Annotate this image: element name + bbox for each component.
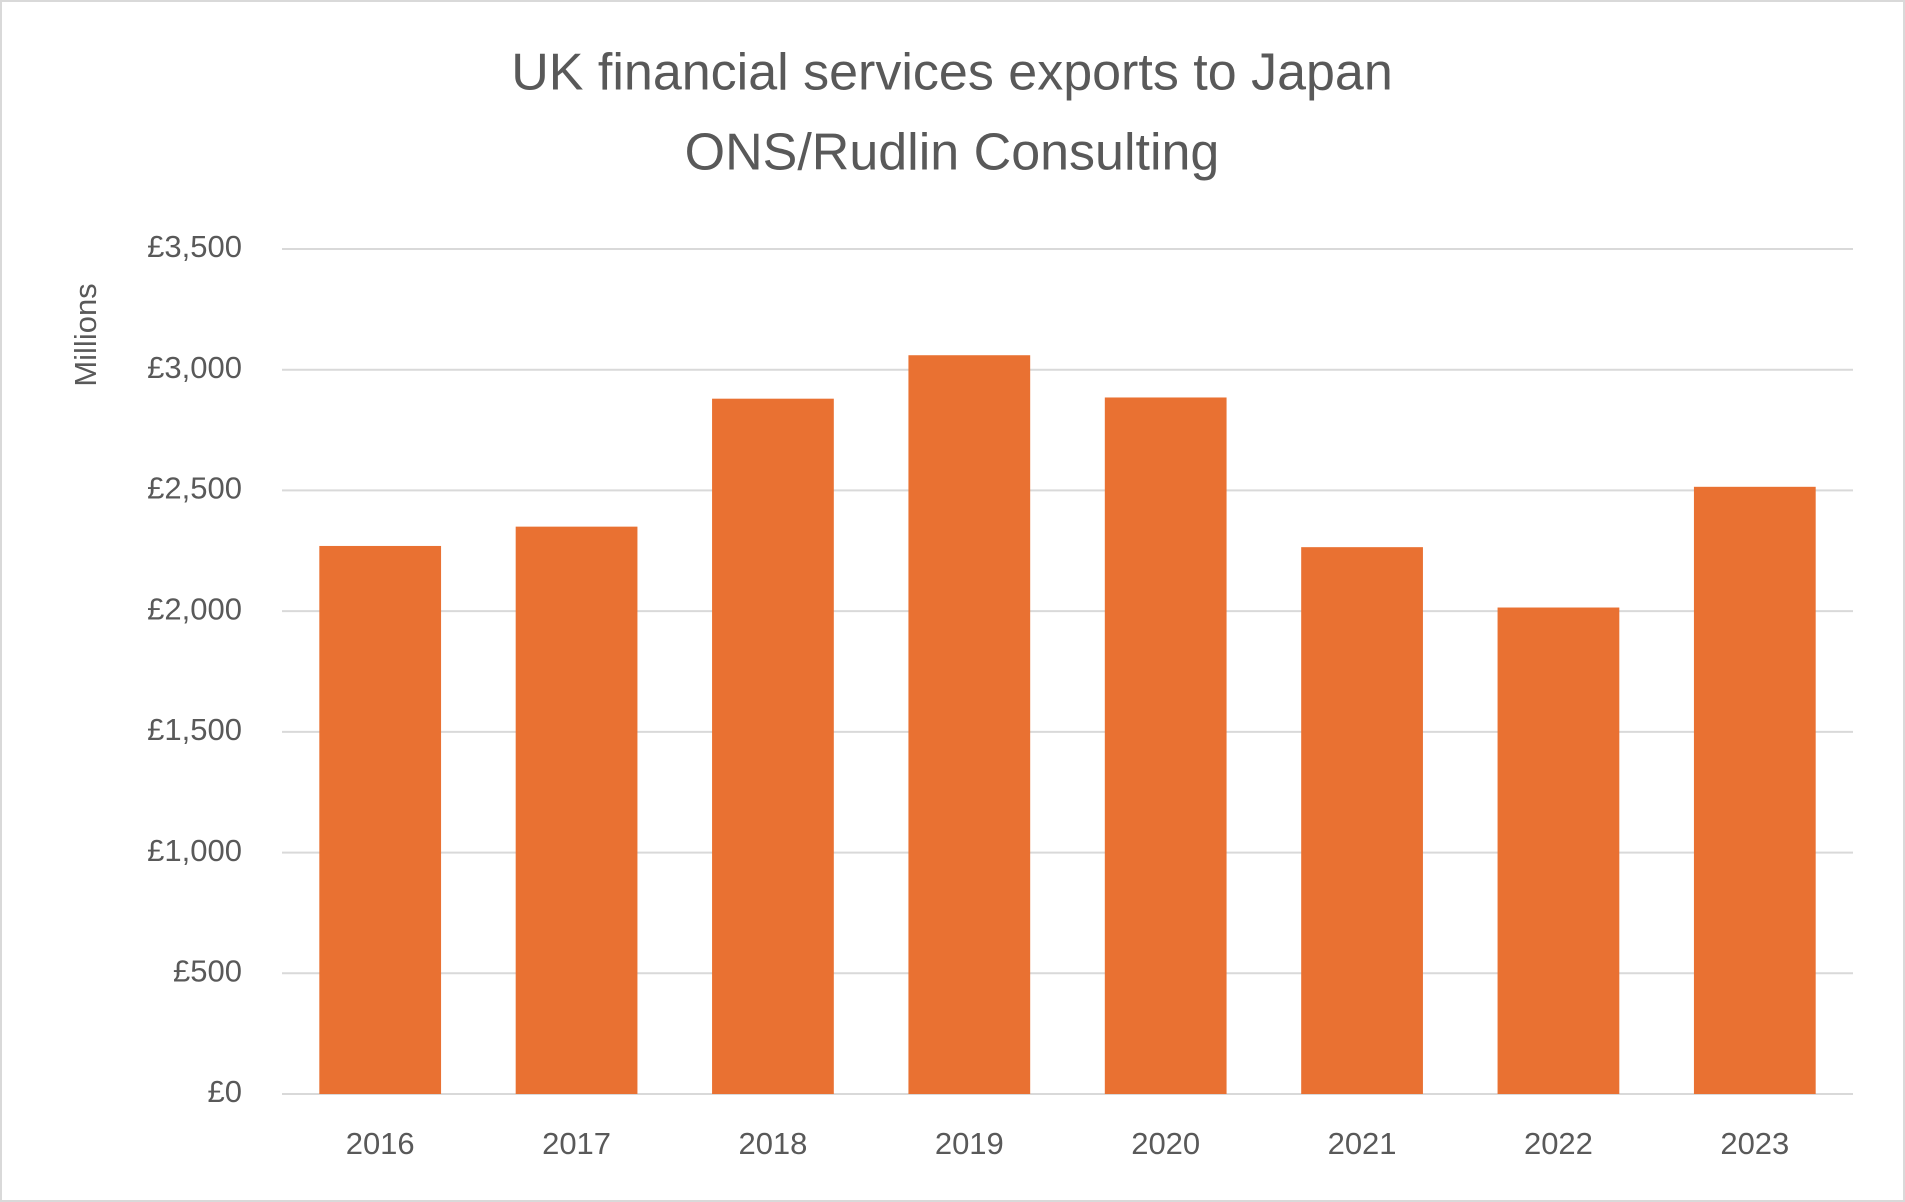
bar [908,355,1031,1094]
bar [1301,547,1423,1094]
bar [1104,397,1227,1094]
x-tick-label: 2022 [1524,1126,1593,1161]
y-tick-label: £3,000 [147,350,242,385]
chart-subtitle: ONS/Rudlin Consulting [685,124,1220,182]
y-tick-label: £0 [208,1074,242,1109]
y-tick-label: £1,000 [147,833,242,868]
bar [1693,486,1816,1094]
bar [515,526,638,1094]
x-tick-label: 2016 [346,1126,415,1161]
bar [319,545,442,1094]
x-tick-label: 2021 [1328,1126,1397,1161]
bar [712,398,834,1095]
x-tick-label: 2023 [1720,1126,1789,1161]
y-tick-label: £2,000 [147,591,242,626]
x-tick-label: 2020 [1131,1126,1200,1161]
chart-title: UK financial services exports to Japan [511,44,1393,102]
bar [1497,607,1620,1094]
y-tick-label: £1,500 [147,712,242,747]
x-tick-label: 2018 [738,1126,807,1161]
x-tick-label: 2017 [542,1126,611,1161]
x-tick-label: 2019 [935,1126,1004,1161]
y-tick-label: £2,500 [147,471,242,506]
y-axis-label: Millions [68,283,103,386]
y-tick-label: £500 [173,953,242,988]
y-tick-label: £3,500 [147,229,242,264]
